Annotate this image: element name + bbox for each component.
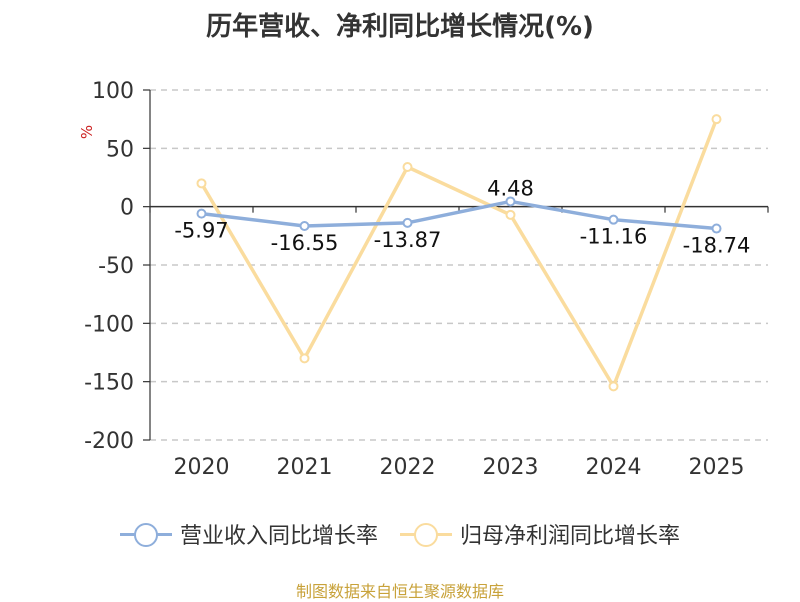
y-tick-label: 50	[106, 137, 134, 162]
y-tick-label: -100	[84, 312, 134, 337]
x-tick-label: 2023	[483, 455, 539, 480]
x-tick-label: 2025	[689, 455, 745, 480]
x-tick-label: 2024	[586, 455, 642, 480]
data-point	[711, 114, 722, 125]
data-point	[299, 353, 310, 364]
y-tick-label: 100	[92, 79, 134, 104]
data-point	[196, 178, 207, 189]
data-point	[299, 220, 310, 231]
chart-title: 历年营收、净利同比增长情况(%)	[206, 12, 594, 42]
data-label: -18.74	[683, 234, 751, 258]
data-point	[402, 217, 413, 228]
data-point	[608, 214, 619, 225]
data-point	[196, 208, 207, 219]
x-tick-label: 2021	[277, 455, 333, 480]
data-point	[505, 209, 516, 220]
x-tick-label: 2022	[380, 455, 436, 480]
legend-revenue-label: 营业收入同比增长率	[179, 524, 378, 549]
data-label: -16.55	[271, 231, 339, 255]
x-tick-label: 2020	[174, 455, 230, 480]
y-axis-unit-label: %	[78, 125, 96, 139]
data-label: -13.87	[374, 228, 442, 252]
data-label: -5.97	[174, 219, 228, 243]
legend: 营业收入同比增长率 归母净利润同比增长率	[0, 518, 800, 550]
data-label: -11.16	[580, 225, 648, 249]
legend-net-profit-label: 归母净利润同比增长率	[460, 524, 681, 549]
data-label: 4.48	[487, 176, 534, 200]
legend-item-revenue[interactable]: 营业收入同比增长率	[119, 518, 378, 550]
data-point	[711, 223, 722, 234]
legend-net-profit-marker-icon	[400, 519, 452, 549]
data-point	[505, 196, 516, 207]
y-tick-label: -150	[84, 371, 134, 396]
data-point	[402, 162, 413, 172]
y-tick-label: 0	[120, 196, 134, 221]
data-source-note: 制图数据来自恒生聚源数据库	[295, 582, 504, 601]
series-line-0	[201, 199, 717, 231]
legend-item-net-profit[interactable]: 归母净利润同比增长率	[400, 518, 680, 550]
y-tick-label: -50	[98, 254, 134, 279]
series-line-1	[199, 118, 719, 389]
data-point	[608, 381, 619, 392]
legend-revenue-marker-icon	[119, 519, 172, 549]
y-tick-label: -200	[84, 429, 134, 454]
